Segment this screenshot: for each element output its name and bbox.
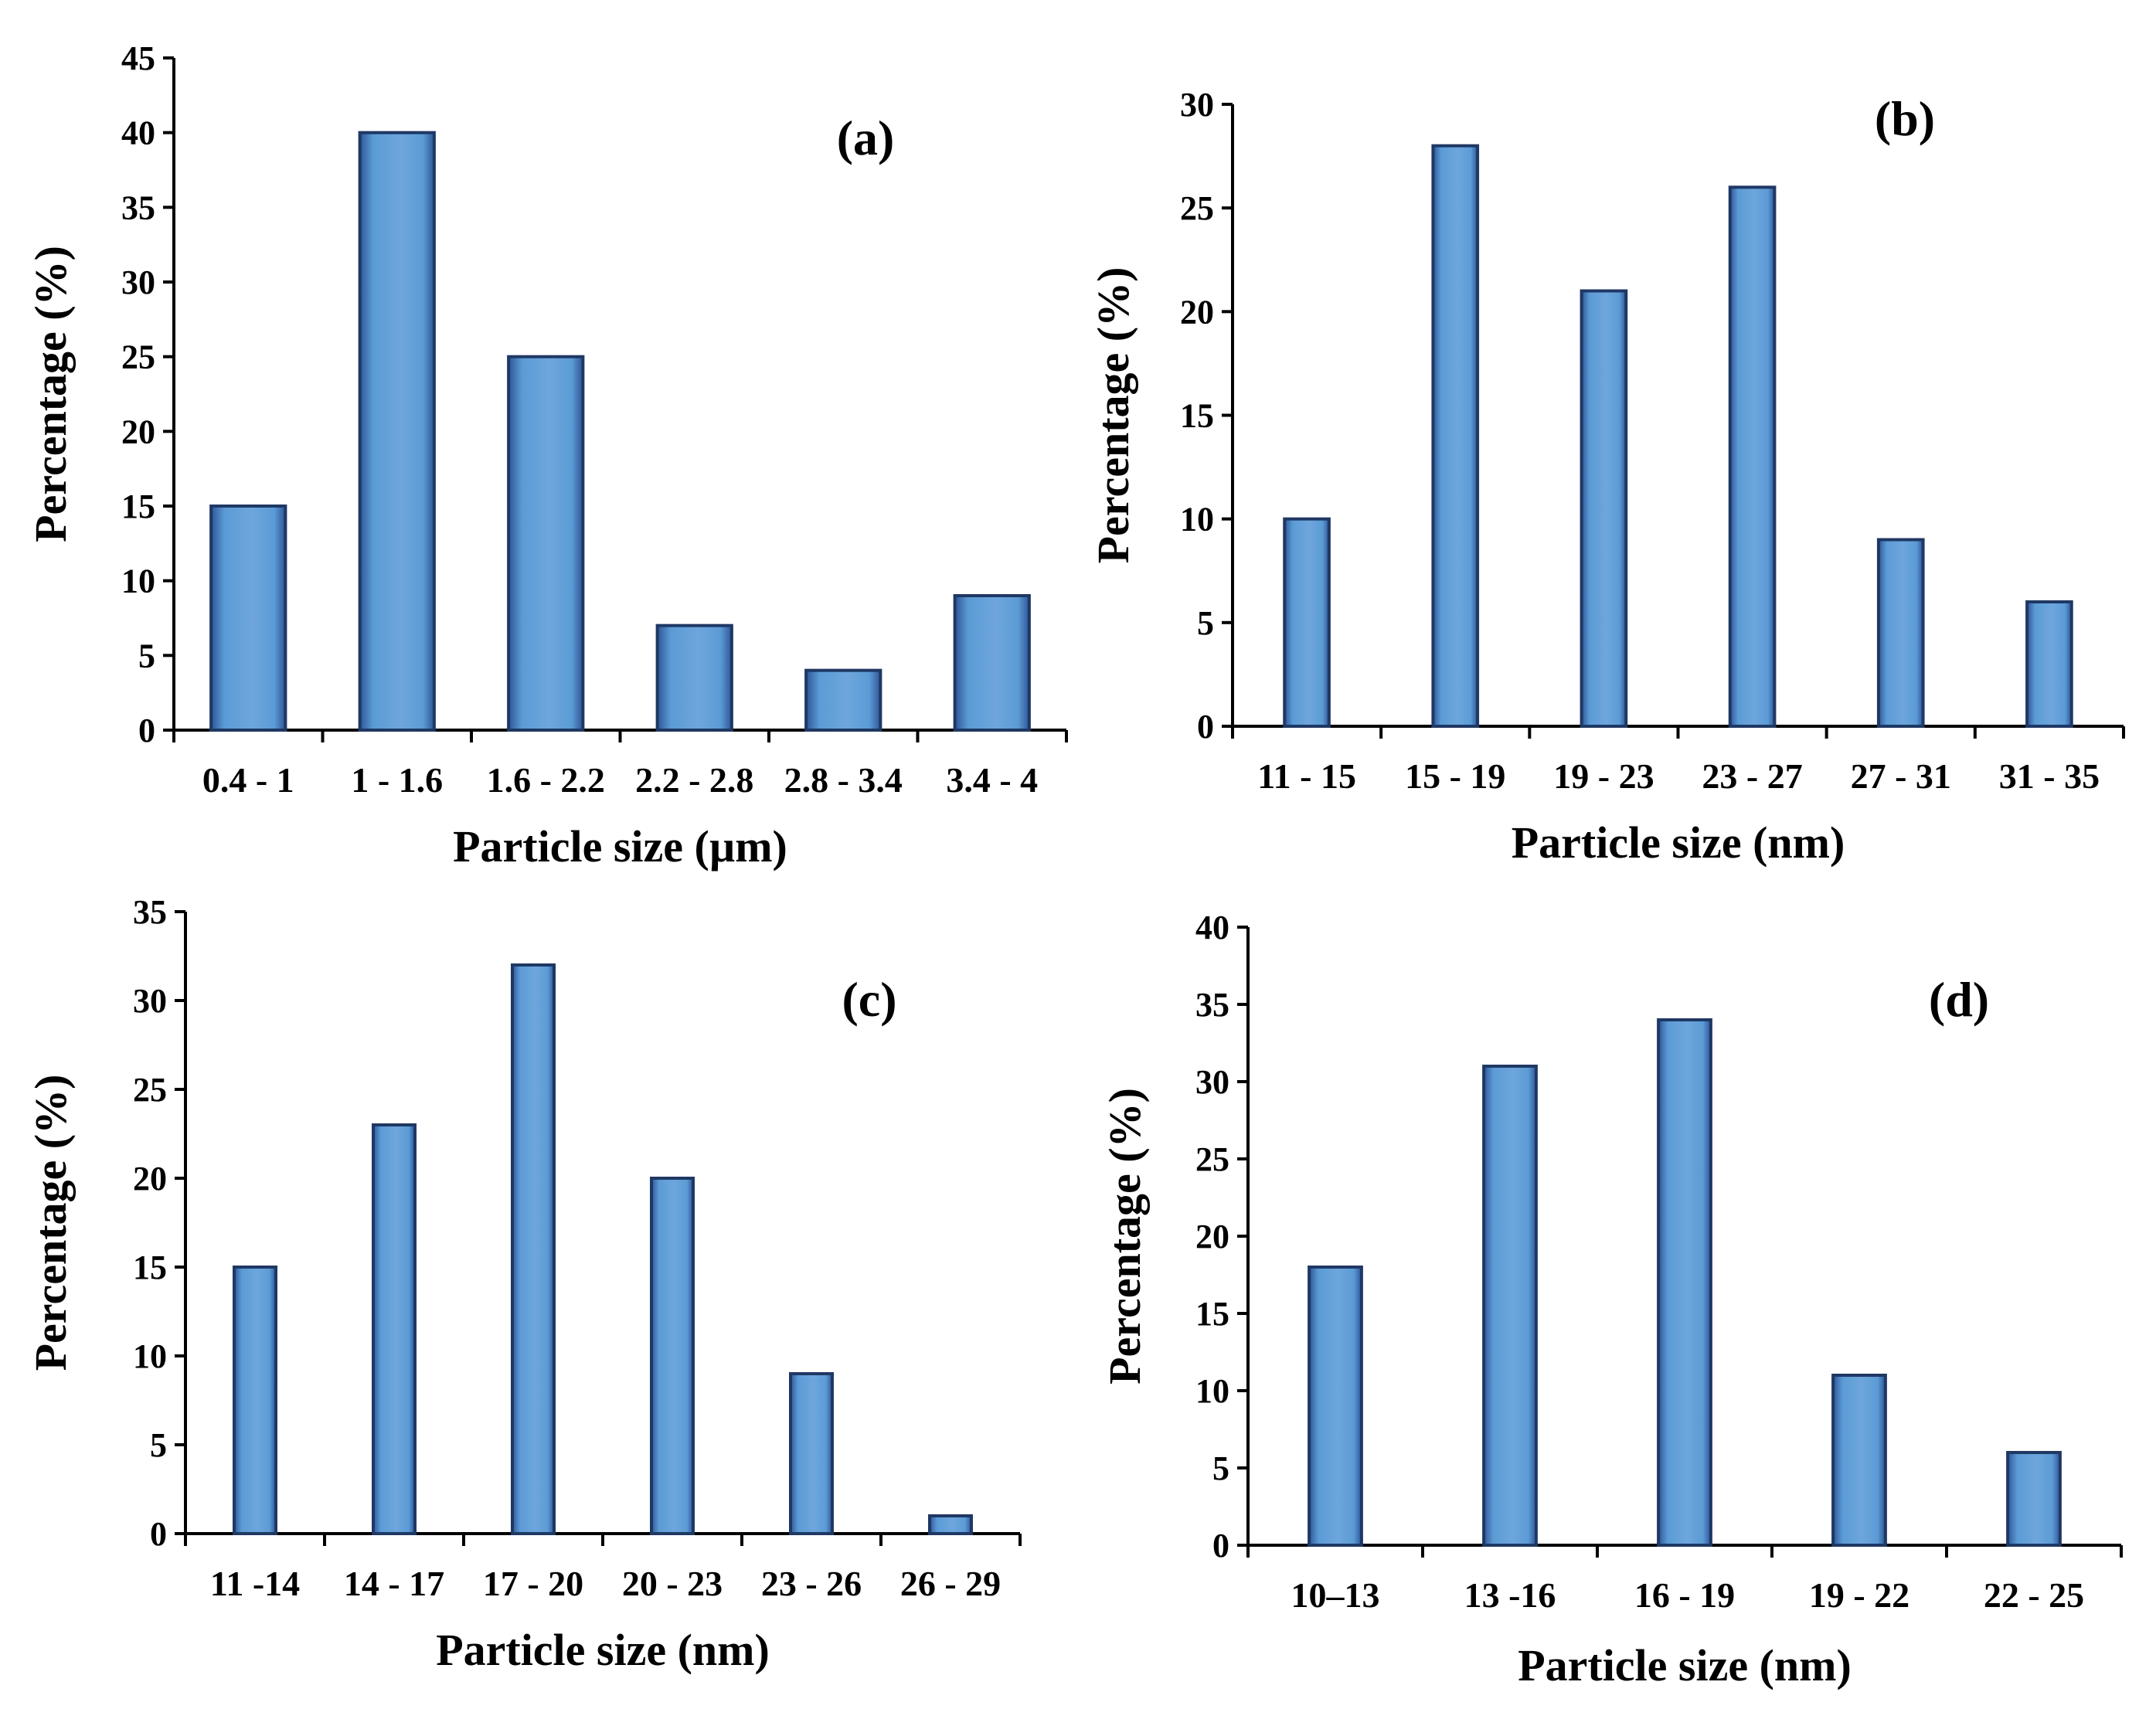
- y-tick-label: 5: [138, 637, 155, 674]
- y-tick-label: 10: [121, 562, 155, 600]
- x-tick-label: 20 - 23: [622, 1564, 723, 1603]
- x-tick-label: 10–13: [1291, 1575, 1380, 1615]
- bar-14-17: [372, 1123, 417, 1535]
- x-tick-label: 31 - 35: [1999, 756, 2100, 796]
- y-tick-label: 25: [1180, 189, 1214, 227]
- x-tick-label: 0.4 - 1: [202, 760, 294, 800]
- x-axis-title: Particle size (nm): [1518, 1640, 1852, 1690]
- y-tick-label: 10: [133, 1337, 167, 1375]
- x-tick-label: 1.6 - 2.2: [487, 760, 605, 800]
- x-tick-label: 27 - 31: [1851, 756, 1951, 796]
- x-tick-label: 3.4 - 4: [946, 760, 1038, 800]
- panel-label: (c): [842, 972, 896, 1027]
- y-tick-label: 20: [1195, 1218, 1229, 1255]
- y-tick-label: 30: [1180, 86, 1214, 124]
- y-tick-label: 10: [1180, 501, 1214, 539]
- x-tick-label: 11 -14: [210, 1564, 300, 1603]
- chart-panel-c: 0 5 10 15 20 25 30 35 11 -14 14 - 17 17 - 20 20 - 2…: [26, 893, 1022, 1675]
- x-tick-label: 14 - 17: [344, 1564, 444, 1603]
- y-tick-label: 40: [121, 114, 155, 152]
- bar-23-26: [789, 1372, 834, 1535]
- bar-19-22: [1831, 1374, 1887, 1547]
- x-axis-title: Particle size (nm): [1512, 817, 1845, 868]
- y-tick-label: 0: [138, 712, 155, 749]
- panel-label: (b): [1875, 91, 1935, 146]
- panel-label: (a): [837, 110, 895, 165]
- y-tick-label: 35: [121, 189, 155, 226]
- x-tick-label: 26 - 29: [900, 1564, 1001, 1603]
- y-tick-label: 25: [121, 338, 155, 376]
- bar-20-23: [650, 1177, 695, 1535]
- y-tick-label: 30: [133, 982, 167, 1020]
- y-tick-label: 0: [1212, 1527, 1229, 1565]
- chart-panel-d: 0 5 10 15 20 25 30 35 40 10–13 13 -16 16 - 19 19 - 2…: [1100, 909, 2123, 1690]
- y-axis-title: Percentage (%): [1100, 1088, 1150, 1385]
- bar-27-31: [1876, 538, 1925, 728]
- y-tick-label: 40: [1195, 909, 1229, 946]
- bar-3.4-4: [953, 594, 1031, 732]
- y-axis-title: Percentage (%): [26, 246, 76, 542]
- y-tick-label: 0: [150, 1515, 167, 1553]
- y-tick-label: 35: [1195, 986, 1229, 1024]
- bar-23-27: [1728, 185, 1777, 729]
- y-tick-label: 35: [133, 893, 167, 931]
- y-tick-label: 15: [133, 1249, 167, 1286]
- bar-11-15: [1283, 517, 1331, 729]
- x-tick-label: 15 - 19: [1405, 756, 1505, 796]
- x-axis-title: Particle size (nm): [436, 1625, 770, 1675]
- bar-10-13: [1308, 1266, 1363, 1547]
- y-tick-label: 25: [1195, 1140, 1229, 1178]
- y-tick-label: 5: [150, 1426, 167, 1464]
- chart-panel-b: 0 5 10 15 20 25 30 11 - 15 15 - 19 19 - 23 23 - 27…: [1088, 86, 2125, 868]
- y-axis-title: Percentage (%): [26, 1075, 76, 1371]
- y-tick-label: 15: [1180, 397, 1214, 435]
- x-tick-label: 19 - 22: [1809, 1575, 1909, 1615]
- y-tick-label: 30: [1195, 1063, 1229, 1101]
- y-tick-label: 20: [133, 1160, 167, 1198]
- y-tick-label: 45: [121, 39, 155, 77]
- bar-2.2-2.8: [655, 623, 733, 732]
- x-tick-label: 2.8 - 3.4: [784, 760, 903, 800]
- bar-0.4-1: [209, 505, 287, 732]
- x-tick-label: 23 - 26: [761, 1564, 862, 1603]
- y-axis-title: Percentage (%): [1088, 267, 1138, 564]
- bar-2.8-3.4: [804, 668, 882, 732]
- bar-31-35: [2025, 600, 2073, 728]
- x-tick-label: 13 -16: [1464, 1575, 1556, 1615]
- x-tick-label: 23 - 27: [1702, 756, 1802, 796]
- bar-17-20: [511, 963, 556, 1535]
- y-tick-label: 10: [1195, 1372, 1229, 1410]
- chart-panel-a: 0 5 10 15 20 25 30 35 40 45 0.4 - 1 1 - 1.6 1.6 - 2.…: [26, 39, 1068, 871]
- bar-16-19: [1657, 1018, 1712, 1547]
- y-tick-label: 20: [121, 413, 155, 450]
- panel-label: (d): [1929, 972, 1989, 1027]
- bar-11-14: [233, 1266, 277, 1535]
- x-tick-label: 19 - 23: [1553, 756, 1654, 796]
- bar-19-23: [1580, 289, 1628, 728]
- x-axis-title: Particle size (µm): [453, 821, 787, 871]
- x-tick-label: 1 - 1.6: [351, 760, 443, 800]
- y-tick-label: 15: [1195, 1295, 1229, 1333]
- y-tick-label: 5: [1212, 1449, 1229, 1487]
- y-tick-label: 15: [121, 488, 155, 525]
- x-tick-label: 11 - 15: [1257, 756, 1356, 796]
- y-tick-label: 5: [1197, 604, 1214, 642]
- x-tick-label: 22 - 25: [1984, 1575, 2084, 1615]
- bar-26-29: [928, 1514, 973, 1535]
- y-tick-label: 30: [121, 263, 155, 301]
- x-tick-label: 17 - 20: [483, 1564, 583, 1603]
- y-tick-label: 20: [1180, 293, 1214, 331]
- bar-13-16: [1482, 1065, 1538, 1547]
- bar-15-19: [1431, 144, 1480, 728]
- x-tick-label: 2.2 - 2.8: [635, 760, 753, 800]
- x-tick-label: 16 - 19: [1634, 1575, 1735, 1615]
- bar-1-1.6: [358, 131, 436, 732]
- bar-1.6-2.2: [507, 355, 585, 732]
- y-tick-label: 25: [133, 1071, 167, 1109]
- bar-22-25: [2006, 1451, 2062, 1547]
- y-tick-label: 0: [1197, 708, 1214, 746]
